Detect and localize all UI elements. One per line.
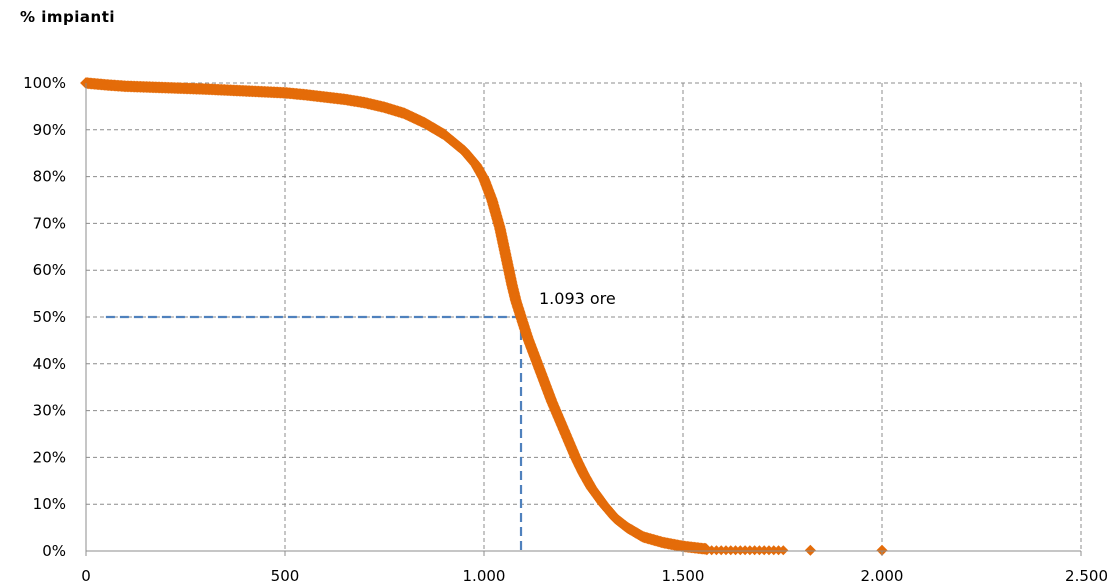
- x-tick-label: 1.500: [662, 567, 705, 585]
- annotation-label: 1.093 ore: [539, 289, 616, 308]
- x-tick-label: 500: [271, 567, 300, 585]
- y-tick-label: 30%: [33, 402, 66, 420]
- y-tick-label: 20%: [33, 448, 66, 466]
- y-tick-label: 80%: [33, 168, 66, 186]
- x-tick-label: 2.000: [861, 567, 904, 585]
- series-marker: [804, 544, 816, 556]
- y-tick-label: 10%: [33, 495, 66, 513]
- y-tick-label: 0%: [42, 542, 66, 560]
- y-tick-label: 50%: [33, 308, 66, 326]
- axis-layer: 0% 10% 20% 30% 40% 50% 60% 70% 80% 90% 100% 0 500 1.0…: [23, 74, 1108, 585]
- series-marker: [778, 545, 789, 556]
- series-marker: [876, 544, 888, 556]
- x-tick-label: 1.000: [463, 567, 506, 585]
- chart-title: % impianti: [20, 8, 116, 26]
- x-tick-label: 2.500: [1065, 567, 1108, 585]
- x-tick-label: 0: [81, 567, 91, 585]
- reference-lines: [105, 315, 523, 551]
- grid-layer: [86, 82, 1082, 551]
- series-layer: [80, 77, 888, 556]
- y-tick-label: 100%: [23, 74, 66, 92]
- y-tick-label: 60%: [33, 261, 66, 279]
- y-tick-label: 90%: [33, 121, 66, 139]
- y-tick-label: 70%: [33, 214, 66, 232]
- y-tick-label: 40%: [33, 355, 66, 373]
